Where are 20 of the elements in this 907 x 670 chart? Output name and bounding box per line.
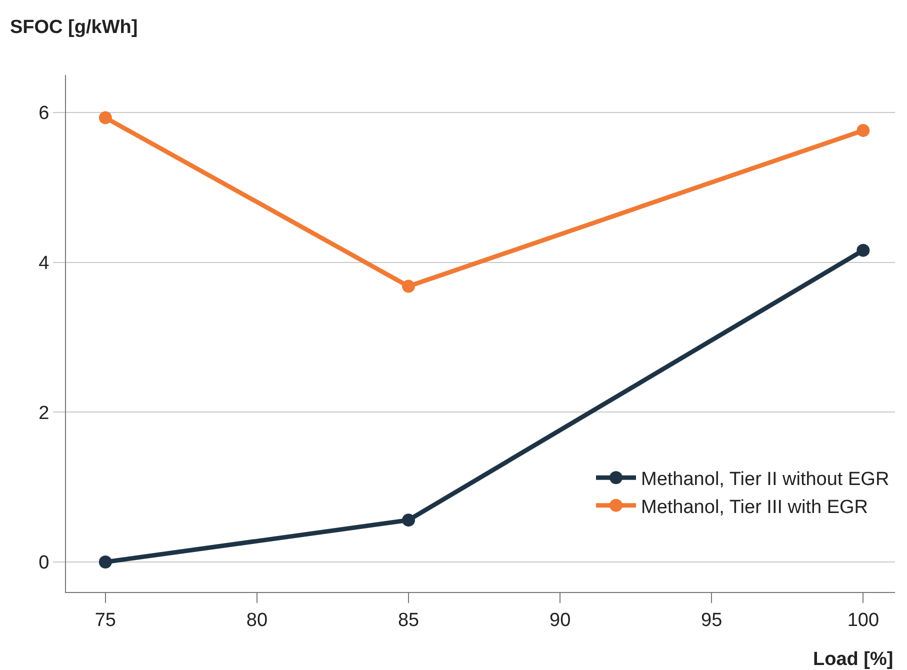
y-tick-label: 6 bbox=[38, 103, 50, 124]
point bbox=[402, 514, 416, 527]
x-axis-title: Load [%] bbox=[813, 649, 894, 670]
x-tick-label: 80 bbox=[246, 610, 268, 631]
legend-label: Methanol, Tier III with EGR bbox=[641, 496, 868, 518]
y-tick-label: 0 bbox=[38, 552, 50, 574]
y-axis-title: SFOC [g/kWh] bbox=[10, 17, 138, 38]
y-tick-label: 2 bbox=[38, 402, 50, 424]
x-tick-label: 100 bbox=[847, 610, 880, 631]
point bbox=[856, 124, 870, 137]
x-tick-label: 85 bbox=[398, 610, 420, 631]
y-tick-label: 4 bbox=[38, 252, 50, 274]
x-tick-label: 75 bbox=[94, 610, 116, 631]
point bbox=[98, 556, 112, 569]
x-tick-label: 90 bbox=[550, 610, 571, 631]
point bbox=[856, 244, 870, 257]
point bbox=[98, 111, 112, 124]
point bbox=[402, 280, 416, 293]
legend-label: Methanol, Tier II without EGR bbox=[641, 469, 890, 490]
x-tick-label: 95 bbox=[701, 610, 722, 631]
